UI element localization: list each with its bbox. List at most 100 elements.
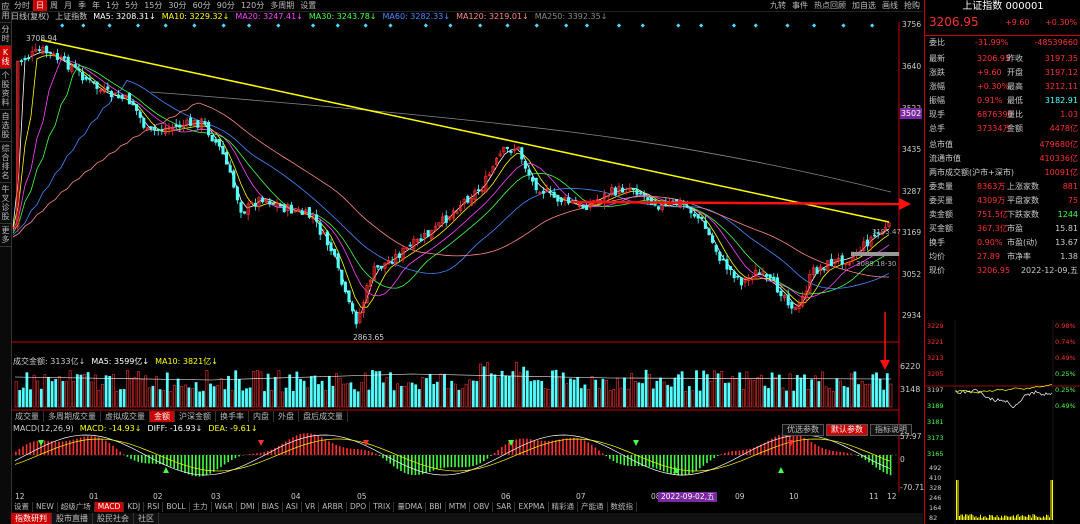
candle-body: [351, 303, 355, 312]
price-axis-label-7: 2934: [902, 311, 922, 320]
indicator-tab-17[interactable]: BBI: [426, 502, 446, 512]
toolbar-right-item-2[interactable]: 热点回顾: [814, 1, 846, 10]
volume-bar: [248, 387, 252, 408]
candle-body: [77, 68, 81, 71]
volume-sub-tab-4[interactable]: 沪深金额: [175, 411, 216, 422]
toolbar-right-item-1[interactable]: 事件: [792, 1, 808, 10]
indicator-tab-21[interactable]: EXPMA: [515, 502, 549, 512]
indicator-tab-6[interactable]: BOLL: [163, 502, 190, 512]
indicator-tab-10[interactable]: BIAS: [259, 502, 283, 512]
left-tab-5[interactable]: 综合排名: [0, 142, 11, 183]
period-tab-1[interactable]: 日: [33, 0, 47, 11]
toolbar-right-item-3[interactable]: 加自选: [852, 1, 876, 10]
left-tab-7[interactable]: 更多: [0, 224, 11, 247]
period-tab-2[interactable]: 周: [50, 1, 58, 10]
macd-histogram-bar: [447, 455, 449, 468]
volume-bar: [50, 381, 54, 408]
volume-sub-tab-5[interactable]: 换手率: [216, 411, 249, 422]
volume-bar: [713, 370, 716, 408]
macd-histogram-bar: [796, 434, 798, 455]
bottom-tab-0[interactable]: 指数研判: [11, 513, 52, 524]
period-tab-12[interactable]: 120分: [240, 1, 265, 10]
left-tab-3[interactable]: 个股资料: [0, 69, 11, 110]
volume-sub-tab-6[interactable]: 内盘: [249, 411, 274, 422]
volume-sub-tab-0[interactable]: 成交量: [11, 411, 44, 422]
volume-bar: [817, 381, 821, 408]
indicator-tab-12[interactable]: VR: [302, 502, 320, 512]
left-tab-2[interactable]: K线: [0, 46, 11, 69]
toolbar-right-item-0[interactable]: 九转: [770, 1, 786, 10]
period-tab-6[interactable]: 1分: [106, 1, 120, 10]
kline-chart[interactable]: [11, 22, 923, 502]
period-tab-11[interactable]: 90分: [216, 1, 235, 10]
volume-sub-tab-8[interactable]: 盘后成交量: [299, 411, 348, 422]
indicator-tab-18[interactable]: MTM: [446, 502, 471, 512]
period-tab-7[interactable]: 5分: [125, 1, 139, 10]
indicator-tab-22[interactable]: 精彩通: [549, 502, 578, 512]
macd-histogram-bar: [151, 455, 154, 464]
volume-sub-tab-1[interactable]: 多周期成交量: [44, 411, 101, 422]
macd-button-1[interactable]: 默认参数: [826, 424, 868, 436]
indicator-tab-15[interactable]: TRIX: [370, 502, 395, 512]
indicator-tab-23[interactable]: 产能通: [578, 502, 608, 512]
candle-body: [549, 190, 553, 193]
indicator-tab-5[interactable]: RSI: [144, 502, 164, 512]
intraday-mini-chart[interactable]: 3229 3221 3213 3205 3197 3189 3181 3173 3165 0.98…: [925, 320, 1080, 524]
period-tab-3[interactable]: 月: [64, 1, 72, 10]
volume-sub-tab-3[interactable]: 金额: [150, 411, 175, 422]
candle-body: [239, 202, 243, 213]
period-tab-14[interactable]: 设置: [300, 1, 317, 10]
period-tab-13[interactable]: 多周期: [270, 1, 295, 10]
left-tab-4[interactable]: 自选股: [0, 110, 11, 142]
period-tab-8[interactable]: 15分: [144, 1, 163, 10]
candle-body: [606, 195, 610, 198]
indicator-tab-7[interactable]: 主力: [190, 502, 212, 512]
indicator-tab-19[interactable]: OBV: [470, 502, 494, 512]
period-tab-0[interactable]: 分时: [14, 1, 30, 10]
candle-body: [790, 301, 794, 309]
period-tab-10[interactable]: 60分: [192, 1, 211, 10]
indicator-tab-1[interactable]: NEW: [33, 502, 58, 512]
left-tab-6[interactable]: 牛叉诊股: [0, 183, 11, 224]
indicator-tab-9[interactable]: DMI: [237, 502, 259, 512]
toolbar-right-item-5[interactable]: 抢购: [904, 1, 920, 10]
left-tab-1[interactable]: 分时: [0, 23, 11, 46]
period-tab-9[interactable]: 30分: [168, 1, 187, 10]
macd-histogram-bar: [202, 455, 204, 477]
indicator-tab-13[interactable]: ARBR: [319, 502, 347, 512]
indicator-tab-8[interactable]: W&R: [212, 502, 238, 512]
volume-bar: [792, 390, 796, 408]
indicator-tab-24[interactable]: 数统指: [608, 502, 637, 512]
macd-button-0[interactable]: 优选参数: [782, 424, 824, 436]
left-tab-0[interactable]: 应用: [0, 0, 11, 23]
mini-volume-bar: [986, 517, 987, 520]
volume-sub-tab-7[interactable]: 外盘: [274, 411, 299, 422]
date-axis-label-9: 09: [735, 492, 745, 501]
indicator-tab-20[interactable]: SAR: [493, 502, 516, 512]
macd-button-2[interactable]: 指标说明: [870, 424, 912, 436]
bottom-tab-1[interactable]: 股市直播: [52, 513, 93, 524]
rows2-cell-9-3: 2022-12-09,五: [1020, 266, 1078, 275]
indicator-tab-11[interactable]: ASI: [283, 502, 302, 512]
candle-body: [480, 190, 484, 193]
candle-body: [761, 271, 765, 275]
period-tab-5[interactable]: 年: [92, 1, 100, 10]
macd-label: MACD(12,26,9): [13, 424, 74, 433]
indicator-tab-4[interactable]: KDJ: [124, 502, 145, 512]
bottom-tab-3[interactable]: 社区: [134, 513, 159, 524]
period-tab-4[interactable]: 季: [78, 1, 86, 10]
indicator-tab-3[interactable]: MACD: [94, 502, 125, 512]
volume-bar: [158, 389, 162, 408]
volume-bar: [605, 380, 608, 408]
indicator-tab-16[interactable]: 量DMA: [394, 502, 427, 512]
macd-histogram-bar: [22, 446, 24, 455]
indicator-tab-2[interactable]: 超级广场: [58, 502, 95, 512]
indicator-tab-0[interactable]: 设置: [11, 502, 33, 512]
candle-body: [815, 267, 819, 274]
toolbar-right-item-4[interactable]: 画线: [882, 1, 898, 10]
volume-bar: [137, 371, 140, 408]
volume-sub-tab-2[interactable]: 虚拟成交量: [101, 411, 150, 422]
bottom-tab-2[interactable]: 股民社会: [93, 513, 134, 524]
indicator-tab-14[interactable]: DPO: [347, 502, 371, 512]
macd-histogram-bar: [803, 437, 805, 455]
